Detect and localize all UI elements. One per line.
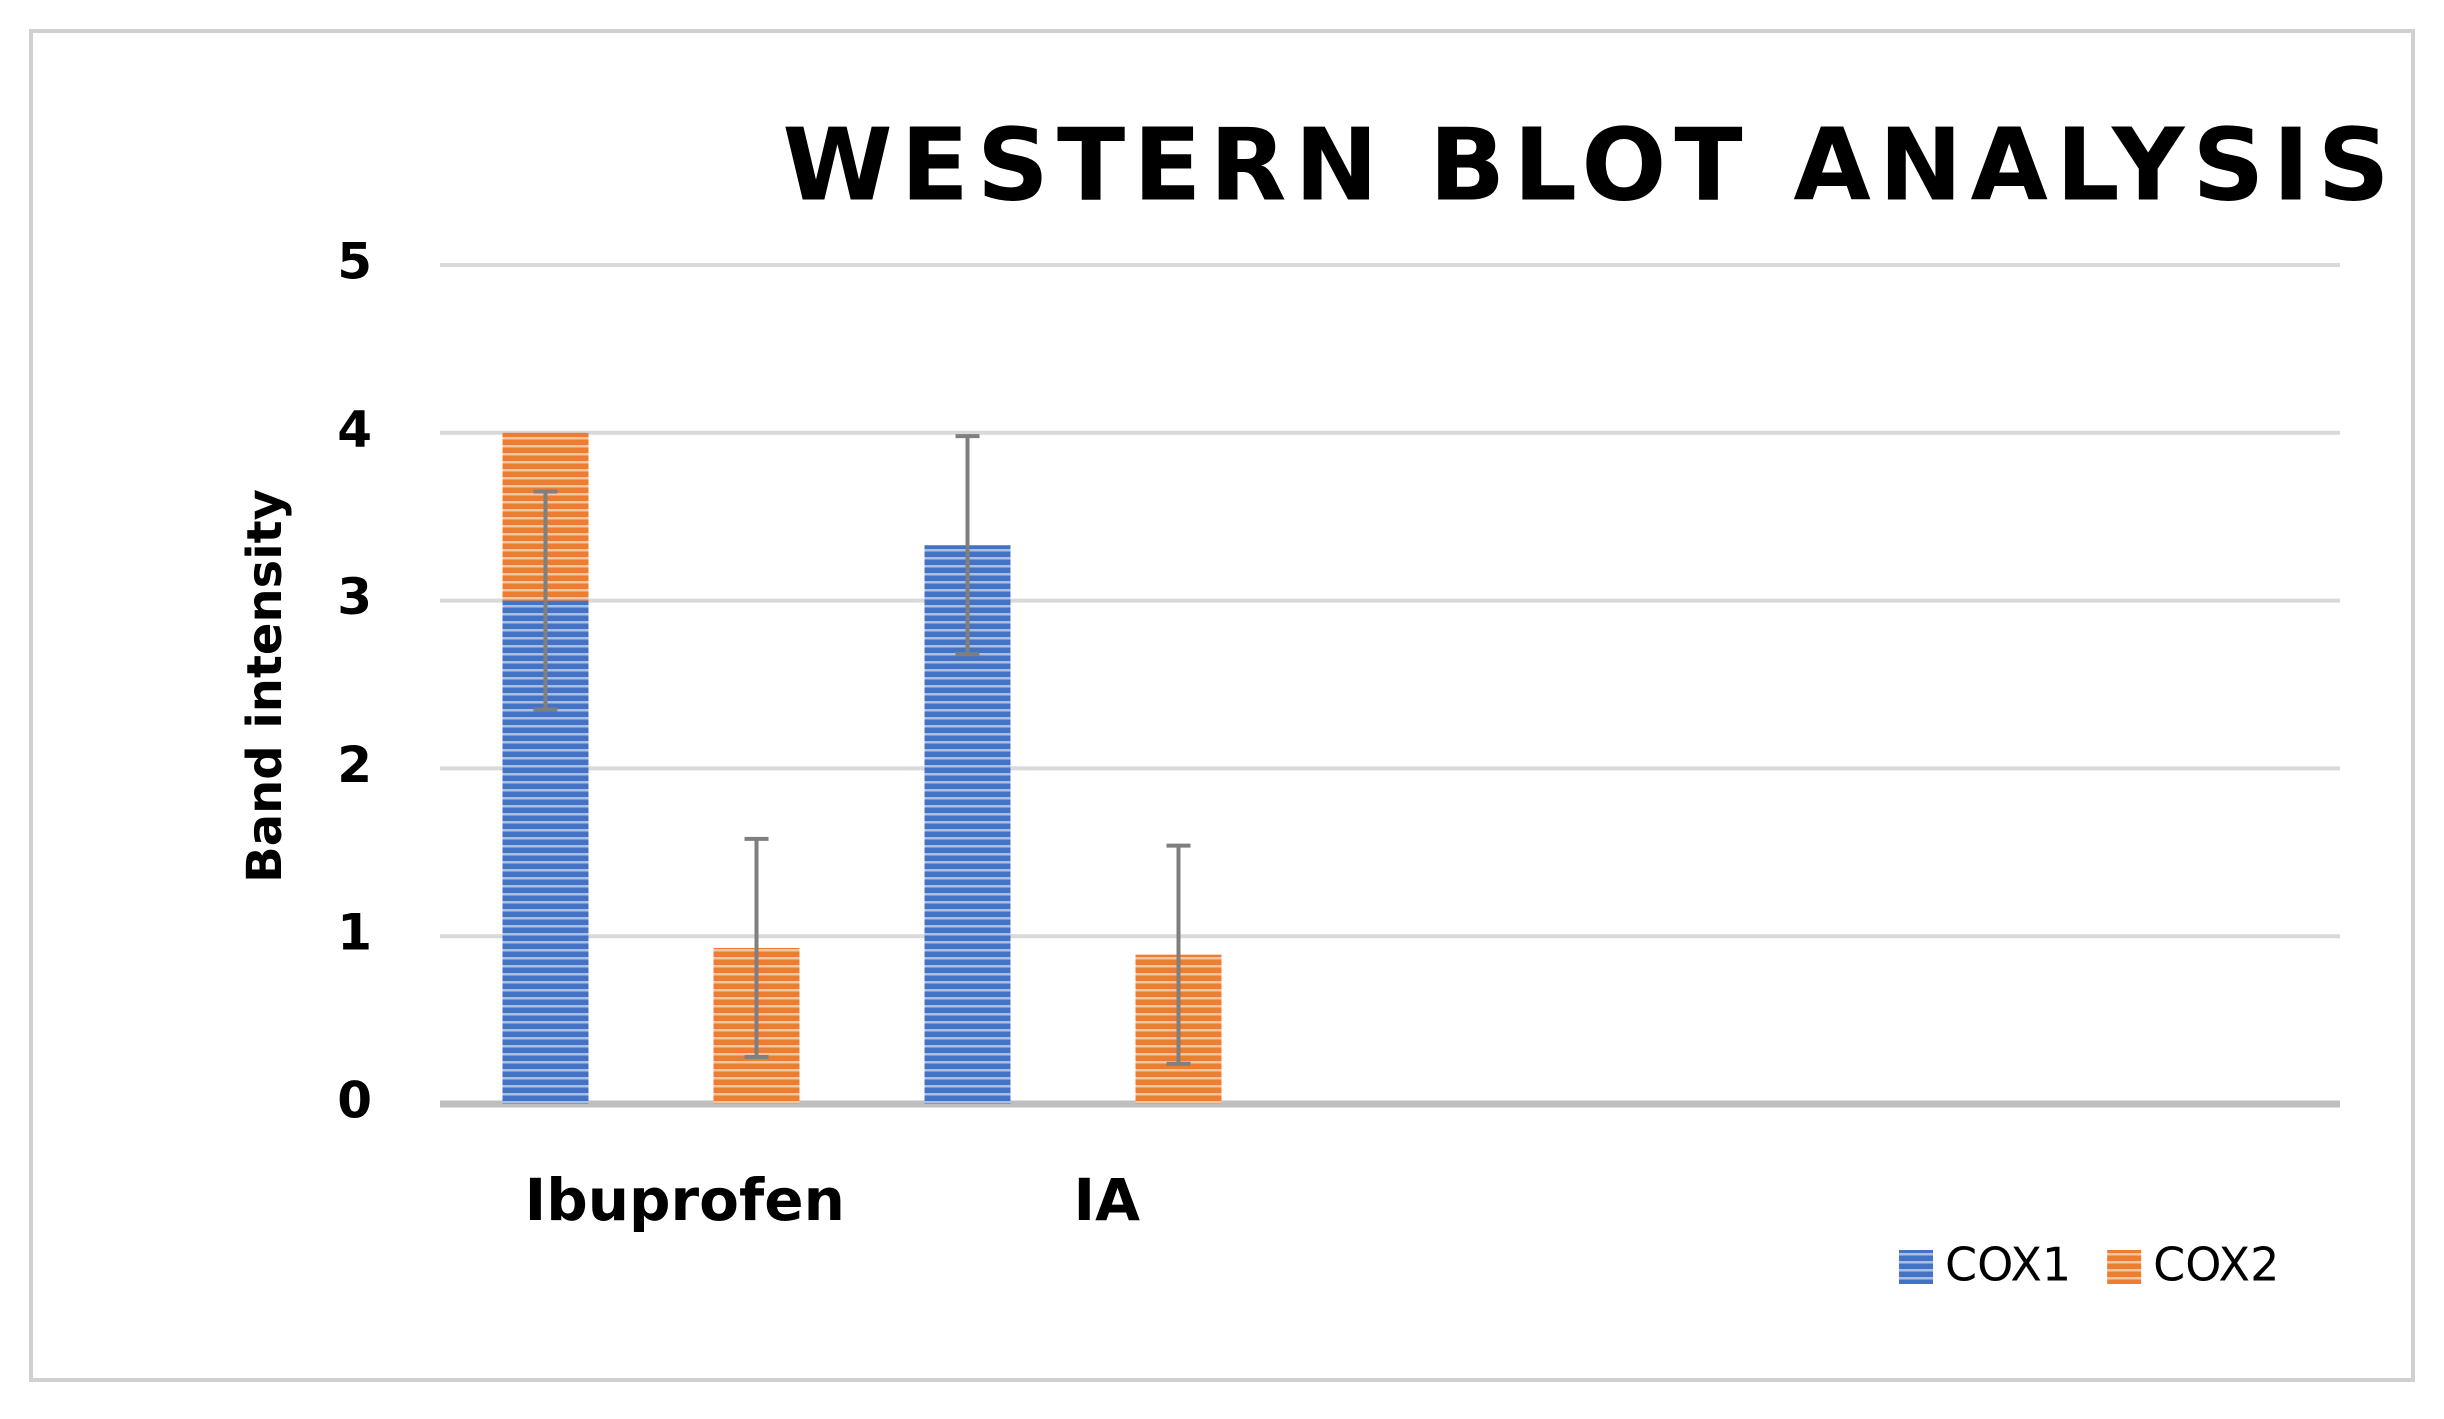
y-tick-label: 4 (337, 400, 372, 458)
error-bar (955, 434, 980, 657)
y-tick-label: 1 (337, 904, 372, 962)
y-axis-label: Band intensity (237, 489, 293, 883)
legend-label: COX2 (2153, 1238, 2279, 1292)
x-tick-label: Ibuprofen (525, 1166, 845, 1234)
legend-label: COX1 (1945, 1238, 2071, 1292)
y-tick-label: 2 (337, 736, 372, 794)
chart-title: WESTERN BLOT ANALYSIS (782, 106, 2397, 223)
y-tick-label: 5 (337, 233, 372, 291)
error-bar (744, 836, 769, 1060)
legend-swatch (1899, 1250, 1933, 1284)
y-tick-label: 0 (337, 1072, 372, 1130)
error-bar (533, 489, 558, 712)
y-tick-label: 3 (337, 568, 372, 626)
legend-swatch (2107, 1250, 2142, 1284)
x-tick-label: IA (1074, 1166, 1141, 1234)
error-bar (1166, 843, 1191, 1066)
chart-border (29, 29, 2415, 1382)
